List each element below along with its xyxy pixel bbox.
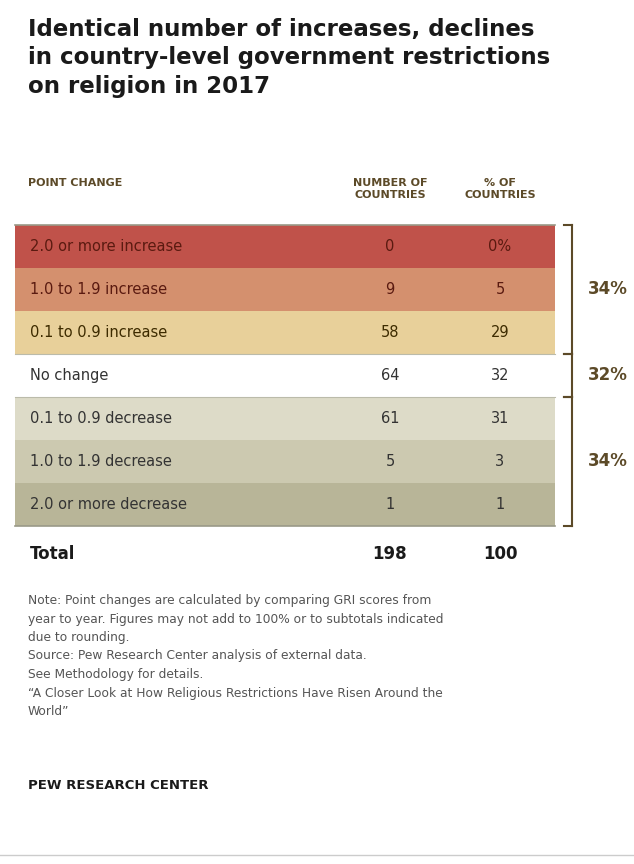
Text: 34%: 34% [588, 281, 628, 298]
Bar [15, 311, 555, 354]
Text: 31: 31 [491, 411, 509, 426]
Text: Identical number of increases, declines
in country-level government restrictions: Identical number of increases, declines … [28, 18, 550, 98]
Text: 5: 5 [385, 454, 394, 469]
Text: 34%: 34% [588, 453, 628, 471]
Text: 0%: 0% [488, 239, 512, 254]
Text: 61: 61 [381, 411, 399, 426]
Text: 1.0 to 1.9 decrease: 1.0 to 1.9 decrease [30, 454, 172, 469]
Text: Note: Point changes are calculated by comparing GRI scores from
year to year. Fi: Note: Point changes are calculated by co… [28, 594, 444, 718]
Text: 1.0 to 1.9 increase: 1.0 to 1.9 increase [30, 282, 167, 297]
Text: 58: 58 [381, 325, 399, 340]
Bar [15, 440, 555, 483]
Text: 5: 5 [495, 282, 505, 297]
Text: 29: 29 [491, 325, 509, 340]
Text: 2.0 or more decrease: 2.0 or more decrease [30, 497, 187, 512]
Text: No change: No change [30, 368, 108, 383]
Text: 9: 9 [385, 282, 394, 297]
Text: 100: 100 [482, 545, 517, 563]
Bar [15, 225, 555, 268]
Text: 0: 0 [385, 239, 395, 254]
Text: Total: Total [30, 545, 75, 563]
Text: NUMBER OF
COUNTRIES: NUMBER OF COUNTRIES [353, 178, 427, 200]
Text: 198: 198 [373, 545, 407, 563]
Bar [15, 268, 555, 311]
Text: POINT CHANGE: POINT CHANGE [28, 178, 122, 188]
Text: 64: 64 [381, 368, 399, 383]
Text: 3: 3 [495, 454, 505, 469]
Text: 1: 1 [385, 497, 394, 512]
Text: 0.1 to 0.9 increase: 0.1 to 0.9 increase [30, 325, 167, 340]
Text: 32: 32 [491, 368, 509, 383]
Text: 1: 1 [495, 497, 505, 512]
Text: 2.0 or more increase: 2.0 or more increase [30, 239, 182, 254]
Text: % OF
COUNTRIES: % OF COUNTRIES [464, 178, 536, 200]
Bar [15, 397, 555, 440]
Bar [15, 483, 555, 526]
Text: PEW RESEARCH CENTER: PEW RESEARCH CENTER [28, 779, 209, 792]
Text: 0.1 to 0.9 decrease: 0.1 to 0.9 decrease [30, 411, 172, 426]
Text: 32%: 32% [588, 366, 628, 384]
